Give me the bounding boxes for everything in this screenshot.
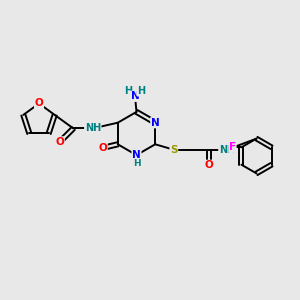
Text: O: O — [34, 98, 43, 109]
Text: NH: NH — [85, 123, 101, 134]
Text: S: S — [170, 145, 178, 155]
Text: N: N — [132, 150, 141, 160]
Text: H: H — [133, 159, 140, 168]
Text: N: N — [151, 118, 160, 128]
Text: F: F — [229, 142, 236, 152]
Text: H: H — [137, 86, 146, 96]
Text: H: H — [124, 86, 133, 96]
Text: O: O — [56, 137, 64, 147]
Text: O: O — [205, 160, 213, 170]
Text: N: N — [130, 91, 140, 101]
Text: NH: NH — [219, 145, 235, 155]
Text: O: O — [98, 143, 107, 153]
